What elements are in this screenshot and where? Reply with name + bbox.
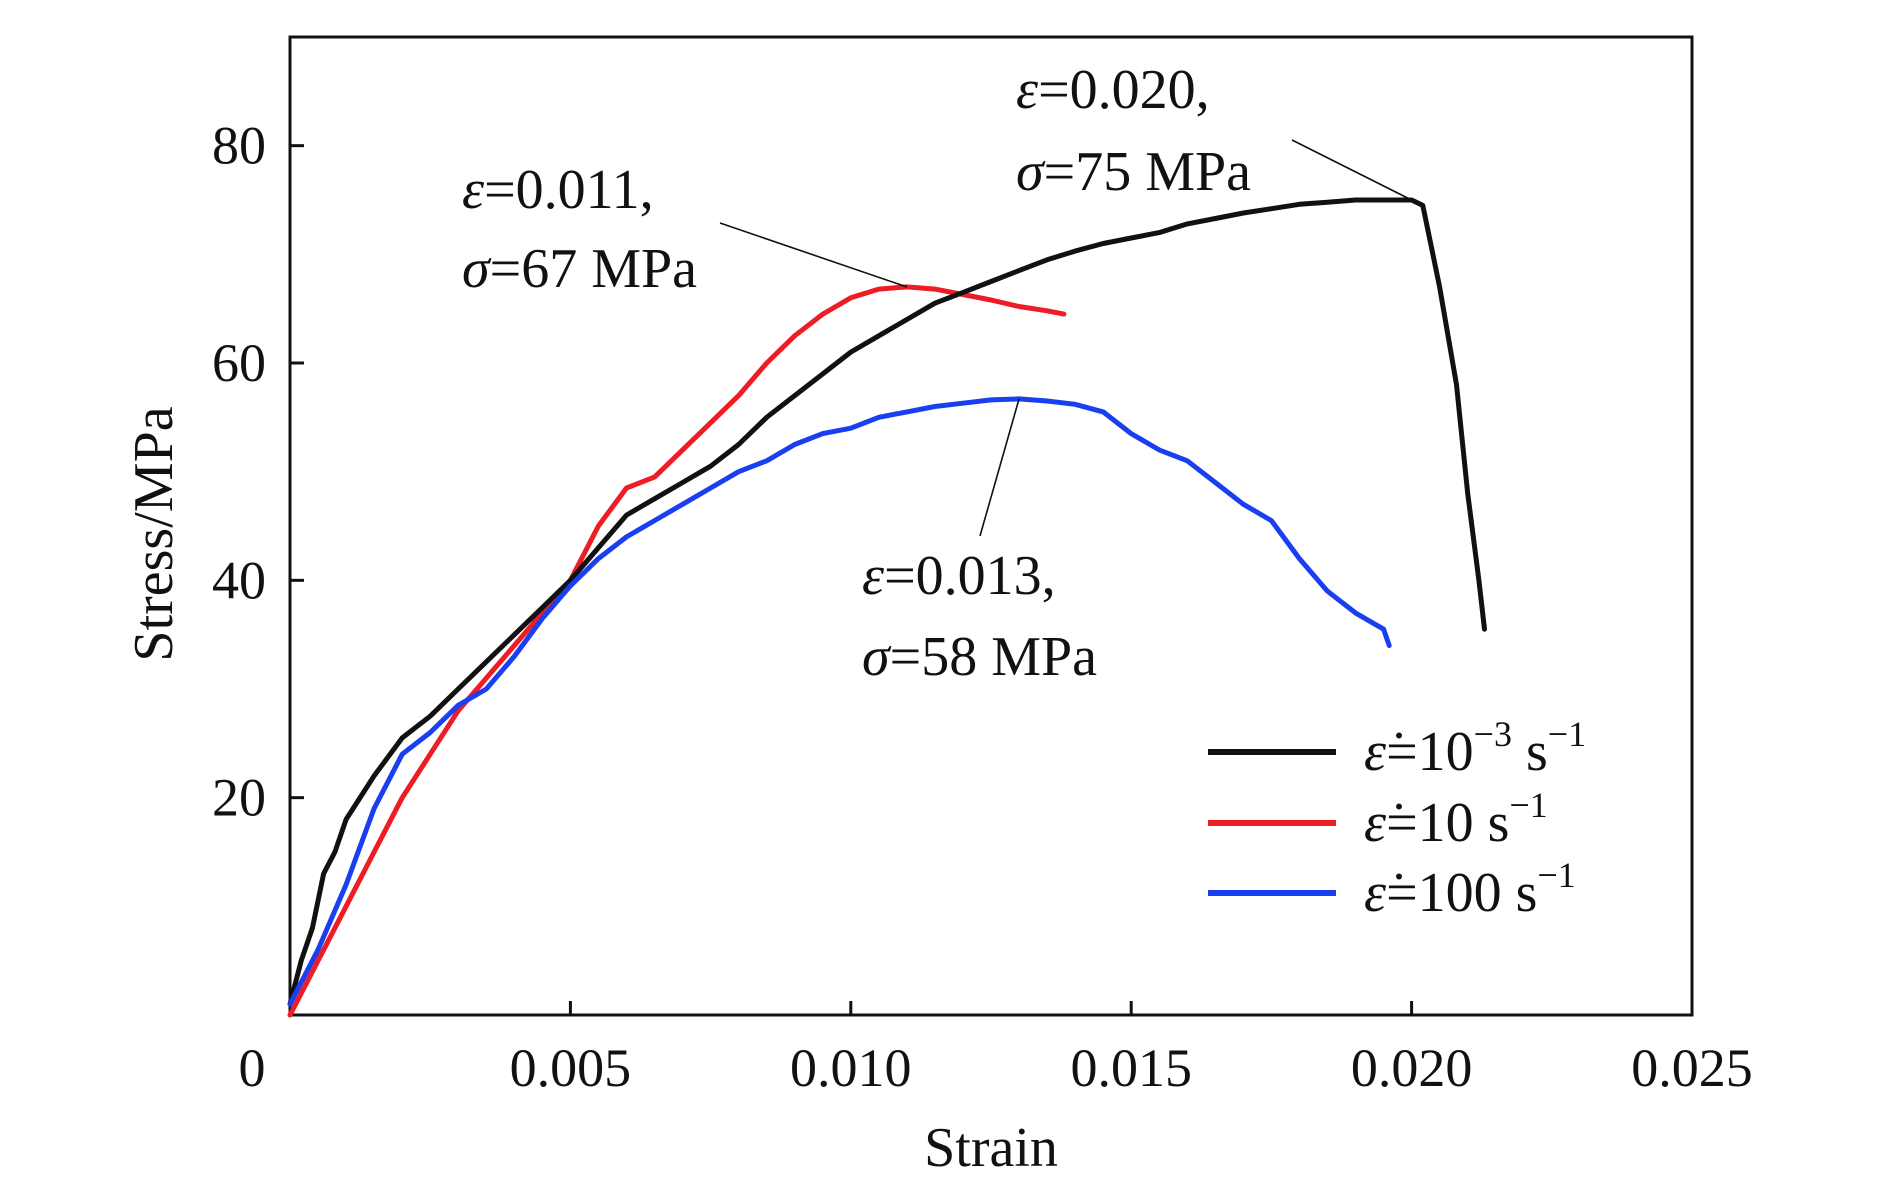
annotation-leader-line bbox=[719, 222, 908, 288]
y-tick-label: 80 bbox=[212, 116, 266, 176]
legend-label: ε̇=100 s−1 bbox=[1364, 855, 1576, 924]
annotation-stress-label: σ=75 MPa bbox=[1016, 141, 1251, 203]
plot-frame bbox=[288, 35, 1694, 1017]
x-tick-label: 0.020 bbox=[1351, 1038, 1473, 1098]
series-line bbox=[287, 284, 1067, 1018]
y-tick-label: 60 bbox=[212, 333, 266, 393]
x-tick-label: 0.005 bbox=[510, 1038, 632, 1098]
x-tick-label: 0 bbox=[239, 1038, 266, 1098]
annotation-stress-label: σ=67 MPa bbox=[462, 238, 697, 300]
x-tick-label: 0.025 bbox=[1631, 1038, 1753, 1098]
annotation-strain-label: ε=0.013, bbox=[862, 545, 1056, 607]
x-tick-label: 0.015 bbox=[1070, 1038, 1192, 1098]
annotation-leader-line bbox=[1291, 139, 1412, 201]
y-axis-title: Stress/MPa bbox=[123, 406, 185, 661]
series-line bbox=[287, 197, 1487, 1007]
series-line bbox=[287, 396, 1392, 1007]
legend: ε̇=10−3 s−1ε̇=10 s−1ε̇=100 s−1 bbox=[1208, 714, 1586, 924]
x-axis-title: Strain bbox=[924, 1117, 1058, 1179]
annotation-leader-line bbox=[979, 398, 1020, 537]
y-tick-label: 40 bbox=[212, 550, 266, 610]
series-lines bbox=[287, 197, 1487, 1018]
legend-label: ε̇=10−3 s−1 bbox=[1364, 714, 1586, 783]
annotations: ε=0.011, σ=67 MPa ε=0.020, σ=75 MPa ε=0.013,… bbox=[462, 59, 1412, 688]
y-tick-label: 20 bbox=[212, 768, 266, 828]
axis-ticks: 0 0.005 0.010 0.015 0.020 0.025 20 40 60 80 bbox=[212, 116, 1753, 1098]
legend-label: ε̇=10 s−1 bbox=[1364, 785, 1548, 854]
annotation-strain-label: ε=0.020, bbox=[1016, 59, 1210, 121]
annotation-strain-label: ε=0.011, bbox=[462, 159, 654, 221]
x-tick-label: 0.010 bbox=[790, 1038, 912, 1098]
annotation-stress-label: σ=58 MPa bbox=[862, 626, 1097, 688]
